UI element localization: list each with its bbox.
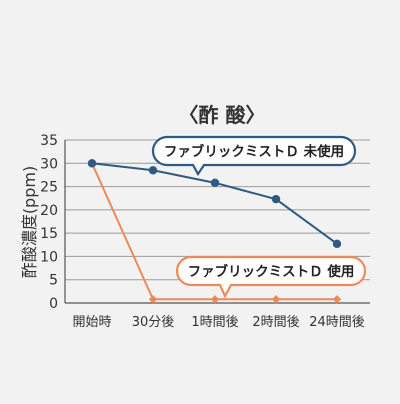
series-group	[87, 159, 342, 304]
series-name: ファブリックミストＤ 未使用	[164, 143, 344, 160]
y-tick-label: 30	[40, 156, 58, 172]
data-point	[87, 159, 97, 168]
label-box	[175, 255, 367, 299]
axes	[64, 140, 370, 304]
data-point	[210, 178, 220, 188]
data-point	[148, 295, 158, 304]
x-tick-label: 24時間後	[309, 315, 365, 330]
y-tick-label: 35	[40, 133, 58, 149]
y-tick-label: 0	[49, 296, 58, 312]
series-label-used: ファブリックミストＤ 使用	[175, 255, 367, 299]
y-tick-label: 20	[40, 203, 58, 219]
x-tick-label: 開始時	[72, 315, 111, 330]
x-tick-label: 1時間後	[191, 315, 238, 330]
data-point	[271, 295, 281, 304]
series-label-unused: ファブリックミストＤ 未使用	[151, 135, 357, 177]
y-tick-label: 15	[40, 226, 58, 242]
data-point	[210, 295, 220, 304]
y-tick-label: 25	[40, 180, 58, 196]
y-tick-label: 5	[49, 273, 58, 289]
data-point	[332, 239, 342, 249]
data-point	[332, 295, 342, 304]
series-line-unused	[91, 162, 338, 245]
x-tick-label: 30分後	[132, 315, 175, 330]
y-axis-label: 酢酸濃度(ppm)	[20, 166, 39, 278]
data-point	[148, 166, 158, 175]
chart-title: 〈酢 酸〉	[179, 103, 266, 127]
tick-labels: 0 5 10 15 20 25 30 35 開始時 30分後 1時間後 2時間後 24時間後	[40, 133, 365, 330]
y-tick-label: 10	[40, 249, 58, 265]
data-point	[271, 194, 281, 204]
label-box	[151, 135, 357, 177]
x-tick-label: 2時間後	[252, 315, 299, 330]
series-name: ファブリックミストＤ 使用	[188, 263, 355, 280]
